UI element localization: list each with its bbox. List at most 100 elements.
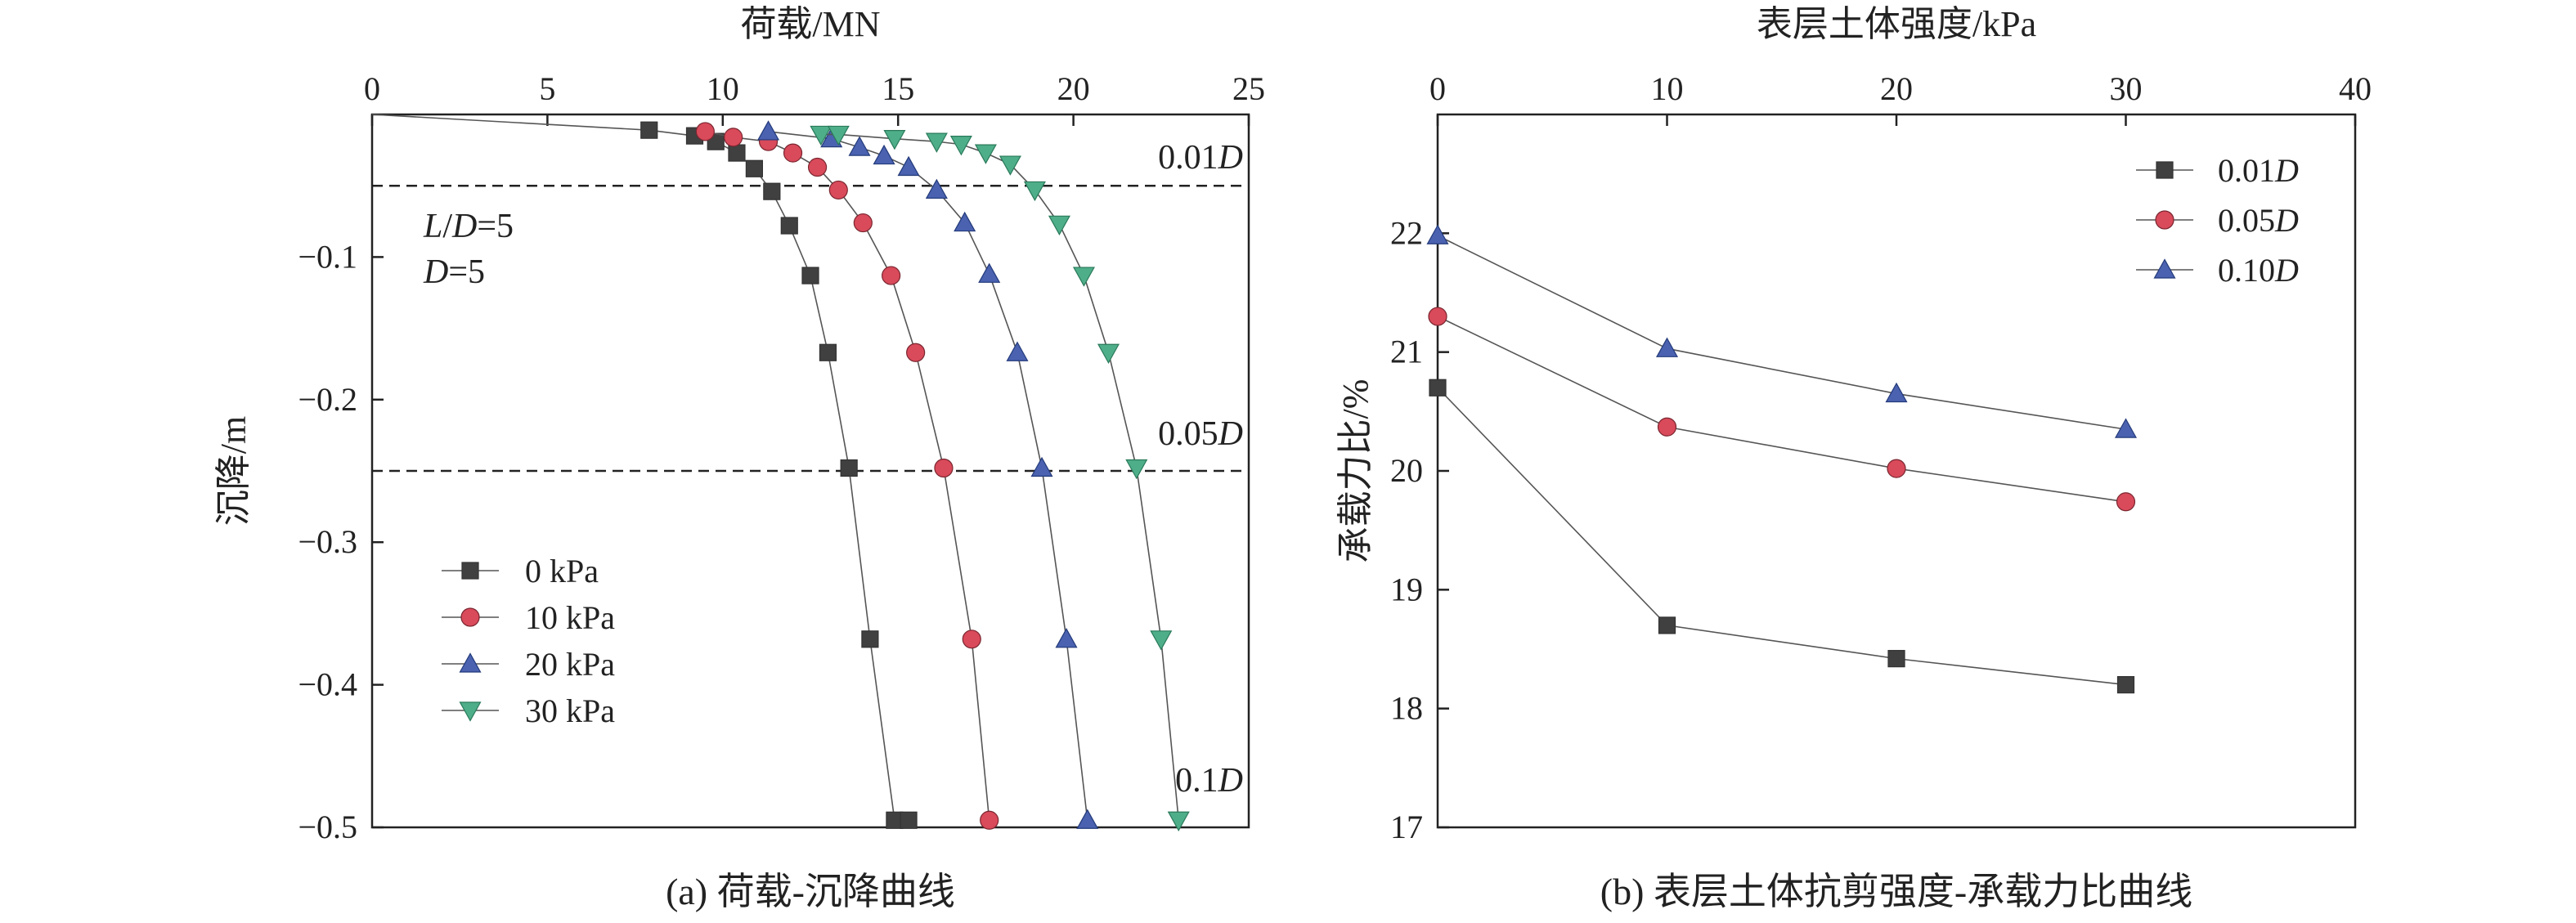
- data-point: [1428, 307, 1447, 326]
- data-point: [827, 125, 850, 146]
- data-point: [1023, 181, 1046, 202]
- data-point: [783, 143, 803, 163]
- data-point: [1125, 459, 1148, 480]
- data-point: [819, 343, 837, 361]
- legend-label: 0.10D: [2218, 252, 2299, 289]
- y-axis-title-a: 沉降/m: [213, 416, 254, 526]
- x-tick-label-a: 0: [364, 70, 380, 107]
- data-point: [999, 155, 1021, 176]
- y-tick-label-b: 20: [1390, 452, 1423, 489]
- data-point: [1076, 809, 1099, 829]
- data-point: [925, 132, 948, 153]
- axis-ticks-a: 0 5 10 15 20 25 −0.1 −0.2 −0.3 −0.4 −0.5: [298, 70, 1265, 845]
- legend-label: 30 kPa: [525, 692, 615, 729]
- data-point: [728, 144, 746, 162]
- data-point: [724, 128, 743, 147]
- x-tick-label-a: 15: [882, 70, 914, 107]
- series-group-b: [1426, 224, 2138, 694]
- x-axis-title-a: 荷载/MN: [740, 4, 880, 44]
- x-tick-label-b: 40: [2339, 70, 2372, 107]
- data-point: [745, 159, 763, 177]
- y-tick-label-a: −0.1: [298, 238, 357, 275]
- caption-a: (a) 荷载-沉降曲线: [666, 871, 955, 912]
- x-tick-label-b: 0: [1429, 70, 1446, 107]
- data-point: [861, 630, 879, 648]
- legend-b: 0.01D 0.05D 0.10D: [2136, 152, 2299, 289]
- series-line: [1437, 387, 2126, 686]
- annotation-0-1d: 0.1D: [1175, 762, 1243, 800]
- x-tick-label-a: 25: [1232, 70, 1265, 107]
- series-0-01d: [1429, 379, 2135, 694]
- data-point: [1072, 267, 1095, 287]
- data-point: [807, 157, 828, 177]
- chart-panel-a: 0 5 10 15 20 25 −0.1 −0.2 −0.3 −0.4 −0.5 荷载/MN 沉降/…: [213, 4, 1265, 912]
- series-10-kpa: [695, 122, 999, 830]
- data-point: [1657, 417, 1677, 437]
- series-group-a: [371, 114, 1190, 832]
- data-point: [900, 811, 918, 829]
- legend-item-a: 30 kPa: [442, 692, 615, 729]
- legend-marker: [2156, 161, 2174, 179]
- legend-marker: [2153, 258, 2176, 279]
- caption-b: (b) 表层土体抗剪强度-承载力比曲线: [1600, 871, 2192, 912]
- legend-item-a: 0 kPa: [442, 553, 599, 589]
- data-point: [1006, 341, 1029, 361]
- data-point: [1887, 650, 1905, 668]
- data-point: [1150, 630, 1173, 651]
- legend-a: 0 kPa 10 kPa 20 kPa 30 kPa: [442, 553, 615, 729]
- legend-item-b: 0.10D: [2136, 252, 2299, 289]
- data-point: [1055, 628, 1078, 648]
- annotation-0-05d: 0.05D: [1158, 415, 1243, 453]
- data-point: [1167, 811, 1190, 832]
- data-point: [2114, 418, 2138, 438]
- legend-marker: [459, 701, 482, 722]
- data-point: [1885, 382, 1908, 403]
- x-tick-label-b: 20: [1880, 70, 1913, 107]
- data-point: [2116, 675, 2135, 694]
- data-point: [1048, 215, 1070, 236]
- data-point: [934, 458, 954, 478]
- data-point: [1658, 616, 1676, 634]
- legend-marker: [461, 562, 479, 580]
- data-point: [853, 213, 873, 233]
- data-point: [1097, 343, 1120, 364]
- legend-label: 0.01D: [2218, 152, 2299, 189]
- legend-marker: [460, 607, 480, 627]
- series-0-05d: [1428, 307, 2136, 512]
- data-point: [1030, 456, 1053, 477]
- legend-label: 20 kPa: [525, 646, 615, 683]
- series-line: [820, 133, 1180, 821]
- y-tick-label-a: −0.2: [298, 381, 357, 418]
- data-point: [810, 125, 832, 146]
- legend-item-b: 0.05D: [2136, 202, 2299, 239]
- x-tick-label-b: 30: [2110, 70, 2143, 107]
- data-point: [974, 144, 997, 164]
- data-point: [906, 343, 926, 362]
- y-tick-label-b: 17: [1390, 809, 1423, 845]
- y-tick-label-b: 21: [1390, 334, 1423, 370]
- data-point: [882, 266, 901, 285]
- legend-label: 10 kPa: [525, 599, 615, 636]
- data-point: [1426, 224, 1449, 244]
- data-point: [848, 136, 871, 156]
- annotation-diameter: D=5: [423, 253, 485, 291]
- data-point: [801, 267, 819, 285]
- y-tick-label-b: 19: [1390, 571, 1423, 607]
- data-point: [897, 155, 920, 177]
- data-point: [883, 130, 906, 150]
- x-axis-title-b: 表层土体强度/kPa: [1757, 4, 2036, 44]
- y-axis-title-b: 承载力比/%: [1335, 379, 1376, 563]
- data-point: [1887, 459, 1906, 478]
- series-line: [1437, 316, 2126, 503]
- data-point: [2116, 492, 2136, 512]
- legend-item-a: 20 kPa: [442, 646, 615, 683]
- legend-marker: [2155, 210, 2174, 230]
- data-point: [1429, 379, 1447, 397]
- data-point: [695, 122, 715, 141]
- legend-item-a: 10 kPa: [442, 599, 615, 636]
- annotation-0-01d: 0.01D: [1158, 139, 1243, 177]
- series-30-kpa: [810, 125, 1190, 832]
- data-point: [780, 217, 798, 235]
- x-tick-label-a: 20: [1057, 70, 1090, 107]
